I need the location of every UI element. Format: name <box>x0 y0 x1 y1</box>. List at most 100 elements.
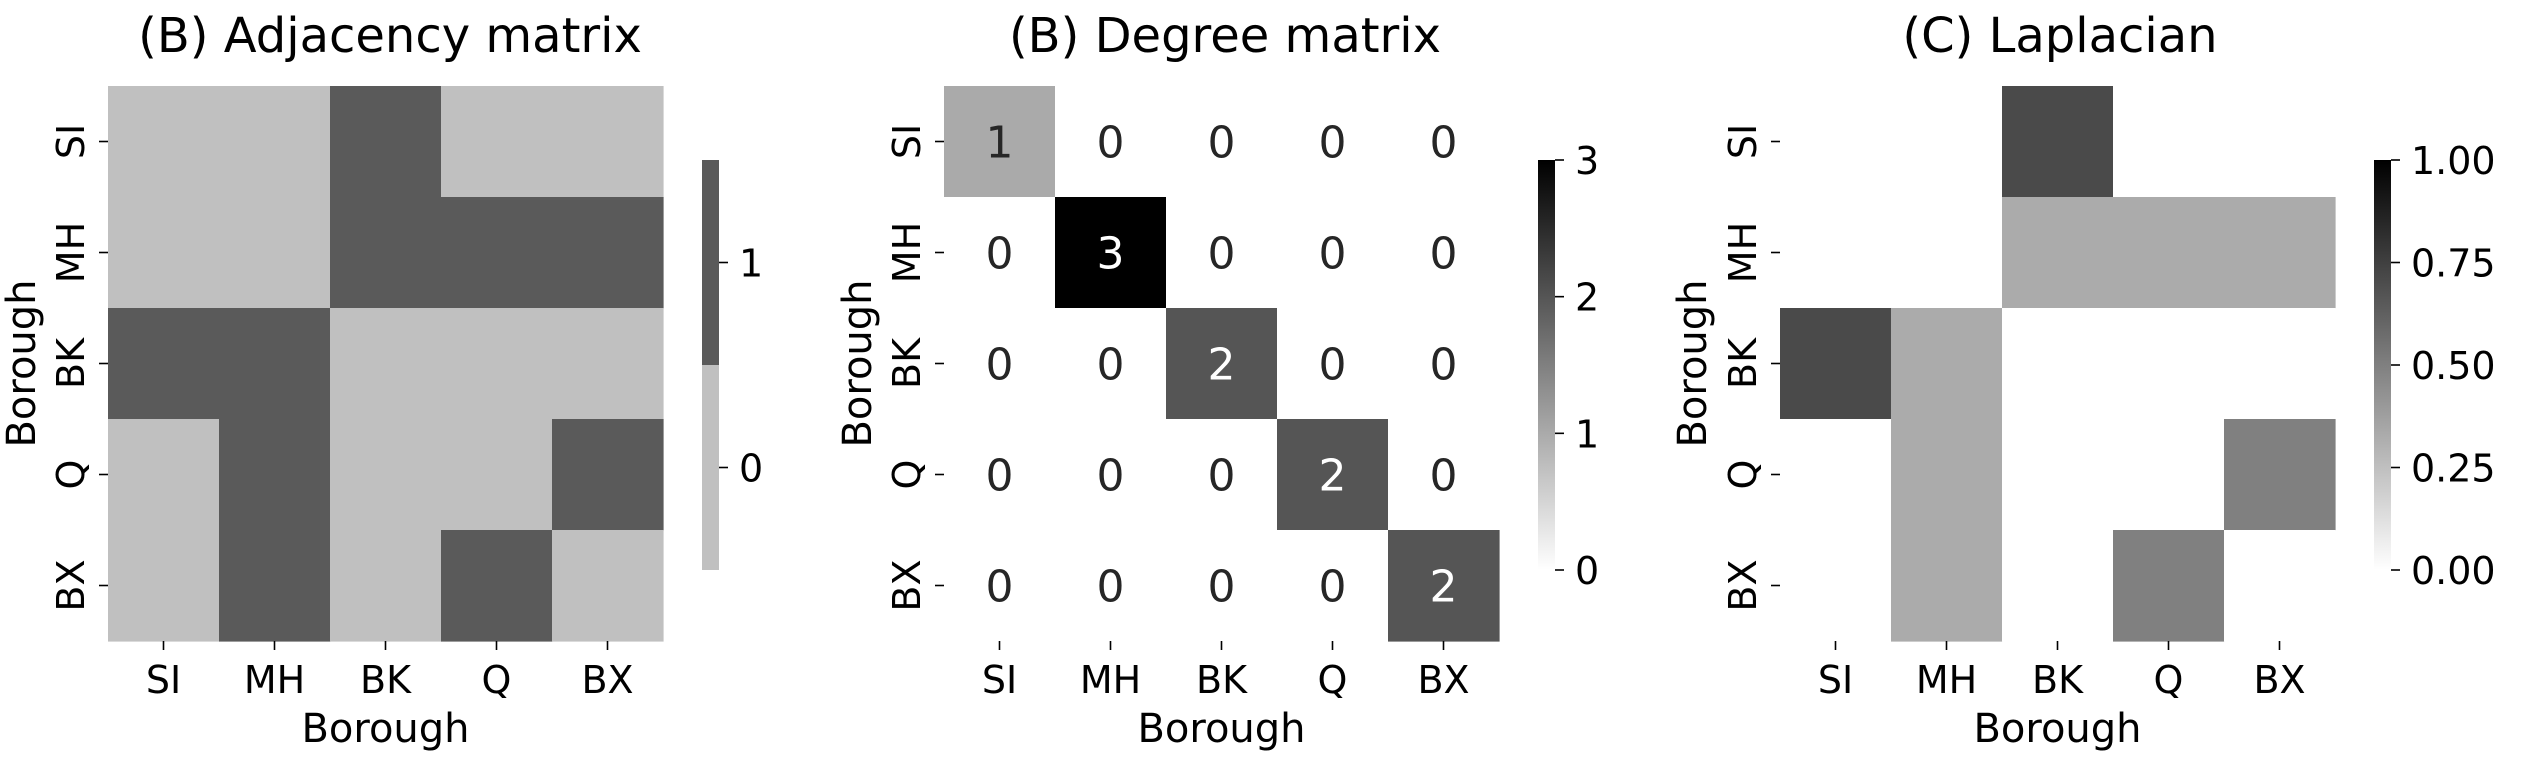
y-tick-label: SI <box>49 124 93 159</box>
colorbar-segment <box>702 365 719 570</box>
heatmap-cell <box>1388 308 1500 420</box>
colorbar-tick-label: 1.00 <box>2411 139 2496 183</box>
x-tick-label: SI <box>146 658 181 702</box>
panel-title: (C) Laplacian <box>1902 8 2217 64</box>
cell-value-label: 0 <box>1208 229 1236 280</box>
heatmap-cell <box>1277 197 1389 309</box>
cell-value-label: 0 <box>1097 340 1125 391</box>
cell-value-label: 0 <box>986 229 1014 280</box>
y-tick-label: SI <box>1721 124 1765 159</box>
x-tick-label: SI <box>1818 658 1853 702</box>
colorbar: 0 1 2 3 <box>1538 139 1599 593</box>
heatmap-cell <box>441 86 553 198</box>
y-tick-label: BX <box>885 559 929 611</box>
heatmap-cell <box>1166 530 1278 642</box>
heatmap-cell <box>1388 86 1500 198</box>
x-tick-label: BK <box>360 658 412 702</box>
panel-title: (B) Adjacency matrix <box>138 8 642 64</box>
heatmap-cell <box>219 419 331 531</box>
colorbar-tick-label: 0 <box>739 447 763 491</box>
x-tick-label: Q <box>2154 658 2184 702</box>
heatmap-cell <box>441 419 553 531</box>
heatmap-cell <box>1388 197 1500 309</box>
heatmap-cell <box>108 86 220 198</box>
x-tick-label: MH <box>1916 658 1977 702</box>
colorbar-tick-label: 0.75 <box>2411 242 2496 286</box>
heatmap-cell <box>108 419 220 531</box>
cell-value-label: 2 <box>1208 340 1236 391</box>
x-axis-label: Borough <box>1137 706 1305 752</box>
heatmap-cell <box>441 197 553 309</box>
y-tick-label: BX <box>1721 559 1765 611</box>
heatmap-cell <box>944 308 1056 420</box>
x-axis-label: Borough <box>301 706 469 752</box>
heatmap-cell <box>219 308 331 420</box>
heatmap-cell <box>2113 197 2225 309</box>
heatmap-cell <box>2224 86 2336 198</box>
heatmap-cell <box>2002 419 2114 531</box>
x-tick-label: BK <box>1196 658 1248 702</box>
cell-value-label: 0 <box>986 562 1014 613</box>
heatmap-cell <box>552 86 664 198</box>
heatmap-cell <box>219 197 331 309</box>
heatmap-cell <box>1780 530 1892 642</box>
heatmap-cell <box>944 86 1056 198</box>
cell-value-label: 1 <box>986 118 1014 169</box>
heatmap-cell <box>1166 419 1278 531</box>
heatmap-cell <box>2113 308 2225 420</box>
y-tick-label: SI <box>885 124 929 159</box>
heatmap-cell <box>2002 308 2114 420</box>
y-tick-label: BX <box>49 559 93 611</box>
cell-value-label: 0 <box>1208 118 1236 169</box>
y-tick-label: MH <box>49 222 93 283</box>
heatmap-cell <box>1166 197 1278 309</box>
heatmap-cell <box>441 308 553 420</box>
colorbar: 0.00 0.25 0.50 0.75 1.00 <box>2374 139 2496 593</box>
heatmap-cell <box>108 530 220 642</box>
heatmap-panel-1: (B) Adjacency matrix SI MH BK Q BX SI MH BK Q BX Bo… <box>0 8 763 752</box>
heatmap-cell <box>552 419 664 531</box>
y-tick-label: BK <box>1721 337 1765 389</box>
heatmap-cell <box>1055 419 1167 531</box>
cell-value-label: 0 <box>1097 562 1125 613</box>
heatmap-cell <box>1780 308 1892 420</box>
y-tick-label: BK <box>885 337 929 389</box>
heatmap-cell <box>330 419 442 531</box>
heatmap-cell <box>552 197 664 309</box>
heatmap-cell <box>1891 530 2003 642</box>
panel-title: (B) Degree matrix <box>1009 8 1441 64</box>
x-tick-label: Q <box>482 658 512 702</box>
cell-value-label: 0 <box>1208 562 1236 613</box>
cell-value-label: 0 <box>1430 340 1458 391</box>
heatmap-cell <box>1166 308 1278 420</box>
heatmap-cell <box>330 530 442 642</box>
colorbar-tick-label: 2 <box>1575 276 1599 320</box>
x-tick-label: SI <box>982 658 1017 702</box>
heatmap-cell <box>330 308 442 420</box>
y-tick-label: BK <box>49 337 93 389</box>
colorbar-tick-label: 0 <box>1575 549 1599 593</box>
heatmap-cell <box>2224 419 2336 531</box>
colorbar: 01 <box>702 160 763 570</box>
colorbar-gradient <box>2374 160 2391 570</box>
cell-value-label: 0 <box>1319 118 1347 169</box>
heatmap-cell <box>1780 86 1892 198</box>
heatmap-cell <box>108 197 220 309</box>
heatmap-cell <box>2113 86 2225 198</box>
colorbar-tick-label: 1 <box>1575 412 1599 456</box>
cell-value-label: 0 <box>1319 562 1347 613</box>
heatmap-cell <box>1277 86 1389 198</box>
heatmap-cell <box>1055 86 1167 198</box>
cell-value-label: 0 <box>1319 340 1347 391</box>
colorbar-tick-label: 0.00 <box>2411 549 2496 593</box>
heatmap-cell <box>1277 308 1389 420</box>
y-tick-label: Q <box>49 460 93 490</box>
colorbar-gradient <box>1538 160 1555 570</box>
heatmap-cell <box>1388 530 1500 642</box>
cell-value-label: 2 <box>1430 562 1458 613</box>
heatmap-cell <box>1891 419 2003 531</box>
heatmap-cell <box>330 86 442 198</box>
heatmap-cell <box>1277 419 1389 531</box>
x-tick-label: BX <box>581 658 633 702</box>
